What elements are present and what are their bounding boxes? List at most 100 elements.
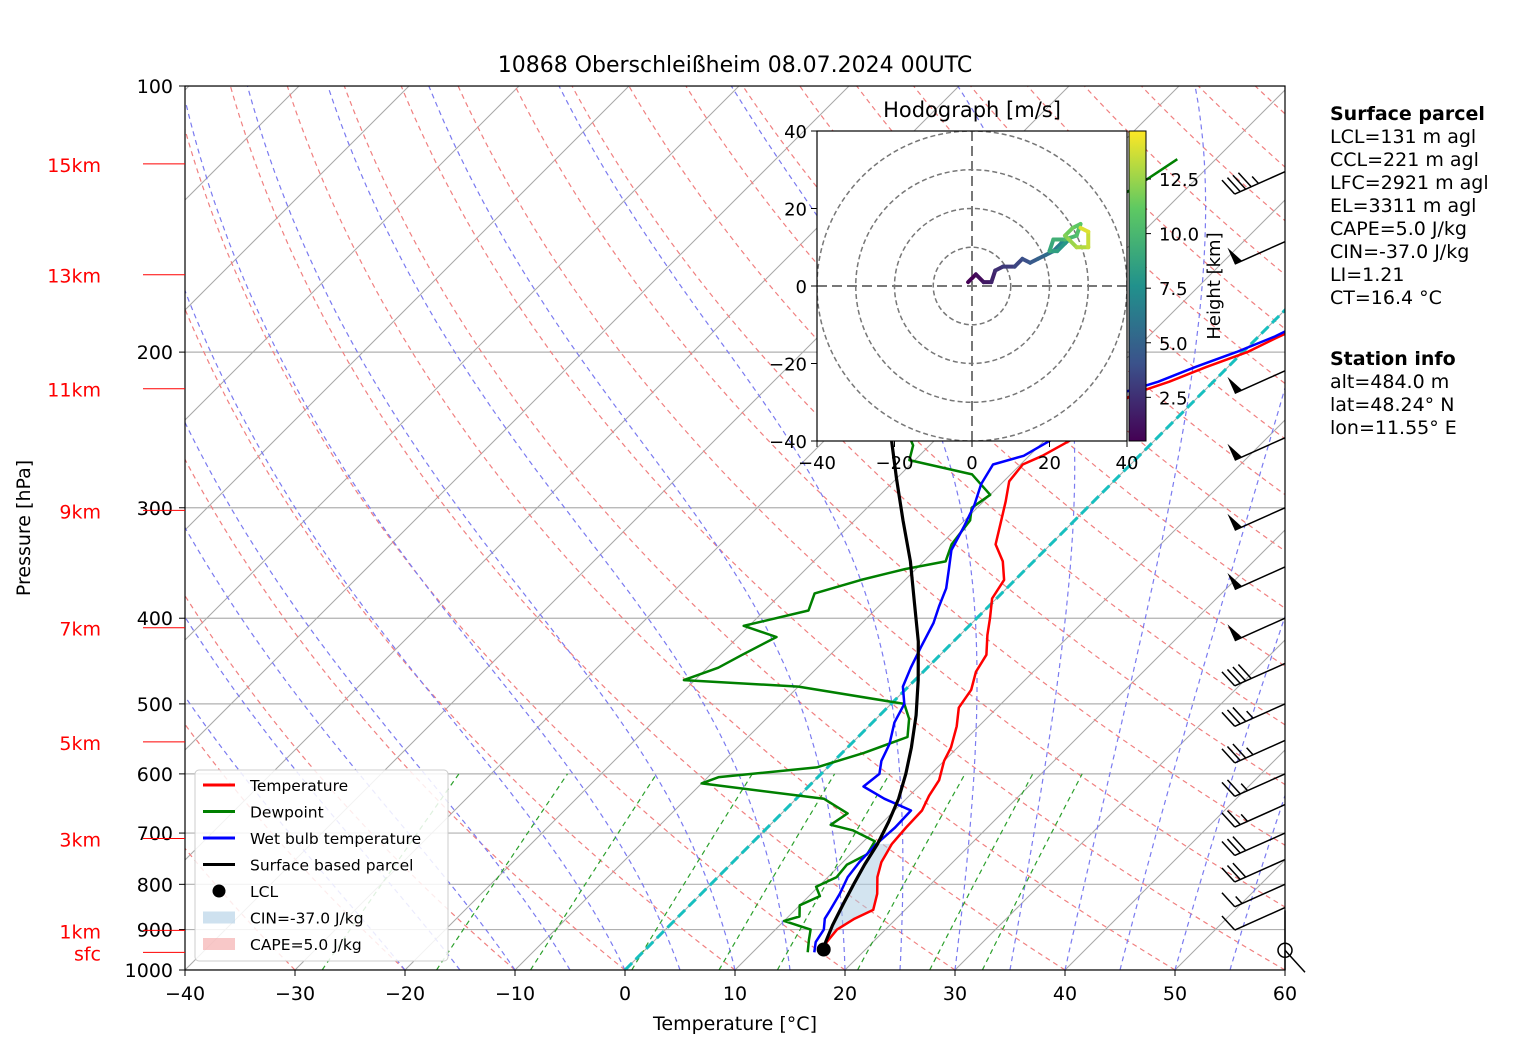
info-ccl: CCL=221 m agl [1330, 149, 1479, 171]
hodograph-segment [1078, 225, 1091, 234]
barb-staff [1234, 906, 1286, 931]
mixing-ratio-line [929, 773, 1034, 970]
barb-flag [1227, 572, 1243, 590]
isotherm-line [734, 419, 1285, 970]
info-cin: CIN=-37.0 J/kg [1330, 241, 1470, 263]
wind-barb [1221, 703, 1286, 728]
info-alt: alt=484.0 m [1330, 371, 1450, 393]
barb-full [1221, 840, 1236, 857]
wind-barb [1227, 370, 1286, 394]
legend: Temperature Dewpoint Wet bulb temperature S… [194, 769, 449, 962]
barb-full [1226, 709, 1241, 725]
mixing-ratio-line [631, 773, 753, 970]
dry-adiabat [229, 86, 956, 970]
legend-label: Temperature [249, 777, 348, 795]
x-tick-label: 50 [1163, 983, 1187, 1005]
legend-swatch [203, 938, 235, 950]
barb-staff [1234, 858, 1286, 883]
y-tick-label: 800 [137, 874, 173, 896]
hodo-y-tick-label: 40 [784, 122, 807, 143]
lcl-marker [816, 942, 831, 957]
isotherm-line [844, 529, 1285, 970]
barb-flag [1227, 376, 1243, 394]
legend-label: LCL [250, 883, 278, 901]
barb-staff [1234, 773, 1286, 797]
y-tick-label: 400 [137, 608, 173, 630]
dry-adiabat [400, 86, 1285, 970]
colorbar-label: Height [km] [1204, 232, 1225, 339]
wind-barbs [1221, 170, 1306, 973]
barb-half [1251, 175, 1260, 185]
wind-barb [1221, 858, 1286, 883]
moist-adiabat [1229, 793, 1285, 970]
y-tick-label: 500 [137, 694, 173, 716]
wind-barb [1221, 832, 1286, 857]
y-tick-label: 600 [137, 764, 173, 786]
colorbar-tick-label: 7.5 [1159, 279, 1188, 300]
station-info-title: Station info [1330, 348, 1456, 370]
height-label: 15km [47, 155, 101, 177]
barb-staff [1234, 739, 1286, 764]
x-tick-label: −20 [385, 983, 425, 1005]
barb-half [1246, 710, 1254, 719]
dry-adiabat [185, 127, 846, 970]
isotherm-line [185, 86, 630, 531]
wetbulb-line [813, 330, 1285, 953]
barb-full [1226, 177, 1241, 193]
barb-full [1226, 810, 1241, 826]
height-label: 5km [59, 733, 101, 755]
x-tick-label: −30 [275, 983, 315, 1005]
cape-cin-fill [822, 843, 892, 951]
barb-full [1221, 179, 1236, 195]
colorbar-tick-label: 2.5 [1159, 388, 1188, 409]
hodo-x-tick-label: 20 [1038, 453, 1061, 474]
barb-full [1232, 862, 1247, 878]
x-tick-label: 0 [619, 983, 631, 1005]
y-tick-label: 200 [137, 342, 173, 364]
x-tick-label: 30 [943, 983, 967, 1005]
height-label: 1km [59, 921, 101, 943]
x-tick-label: 10 [723, 983, 747, 1005]
isotherm-line [185, 86, 410, 311]
barb-half [1246, 747, 1254, 756]
barb-full [1226, 745, 1241, 761]
legend-label: Dewpoint [250, 804, 324, 822]
hodograph: Hodograph [m/s] −40 −20 0 20 40 −40 −20 0 20 40 2.5… [769, 98, 1225, 474]
barb-full [1221, 781, 1236, 797]
barb-full [1237, 172, 1252, 188]
mixing-ratio-line [718, 773, 836, 970]
moist-adiabat [1174, 614, 1285, 970]
wind-barb [1277, 910, 1306, 973]
hodograph-segment [989, 268, 998, 285]
barb-flag [1227, 513, 1243, 531]
dry-adiabat [685, 86, 1285, 667]
info-cape: CAPE=5.0 J/kg [1330, 218, 1467, 240]
barb-staff [1234, 566, 1286, 591]
legend-label: Surface based parcel [250, 857, 413, 875]
height-label: 3km [59, 830, 101, 852]
barb-staff [1234, 507, 1286, 531]
barb-full [1232, 743, 1247, 759]
info-lfc: LFC=2921 m agl [1330, 172, 1489, 194]
barb-staff [1234, 437, 1286, 461]
x-tick-label: 20 [833, 983, 857, 1005]
moist-adiabat [185, 289, 626, 970]
wind-barb [1221, 739, 1286, 764]
barb-half [1235, 895, 1243, 905]
barb-full [1221, 711, 1236, 727]
dry-adiabat [742, 86, 1285, 609]
surface-parcel-title: Surface parcel [1330, 103, 1485, 125]
barb-full [1221, 748, 1236, 764]
isotherm-line [954, 639, 1285, 970]
moist-adiabat [957, 86, 1076, 970]
barb-staff [1234, 170, 1286, 195]
wind-barb [1221, 773, 1286, 797]
height-label: sfc [74, 943, 101, 965]
hodograph-segment [1047, 237, 1056, 254]
hodograph-ring [932, 246, 1012, 326]
chart-title: 10868 Oberschleißheim 08.07.2024 00UTC [498, 53, 973, 78]
moist-adiabat [327, 86, 791, 970]
dry-adiabat [1083, 86, 1285, 276]
hodo-x-tick-label: −40 [798, 453, 836, 474]
